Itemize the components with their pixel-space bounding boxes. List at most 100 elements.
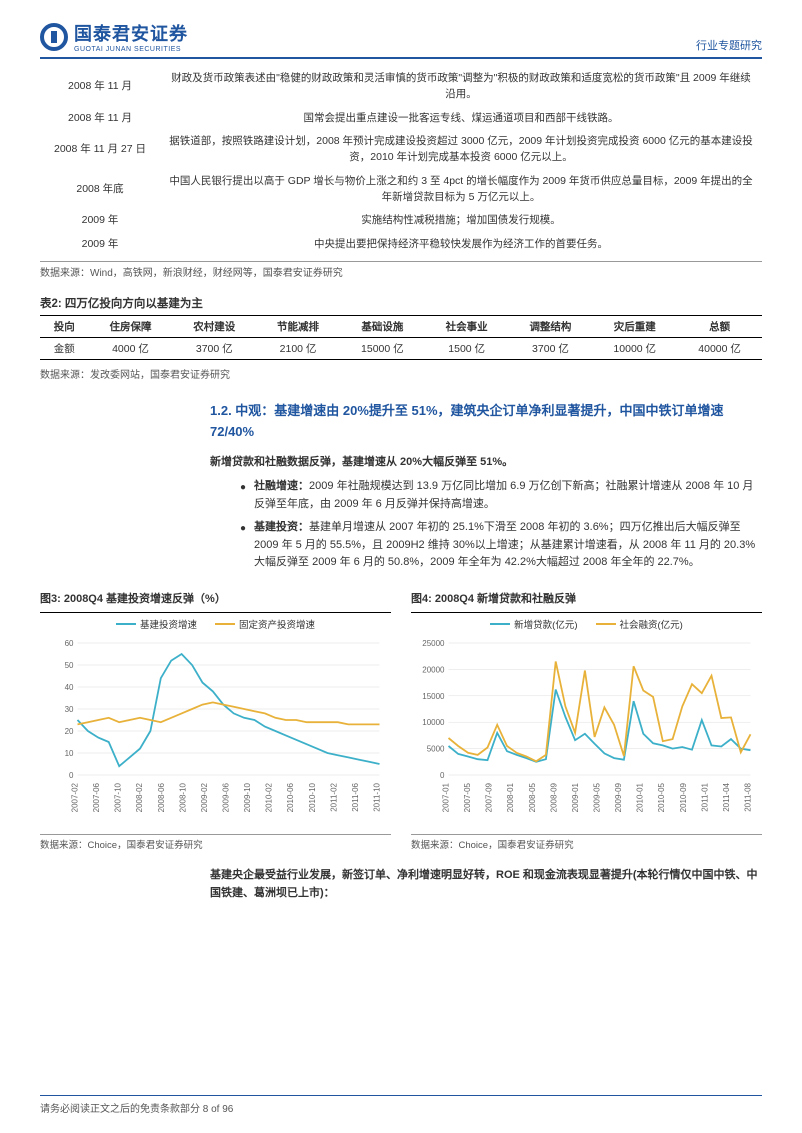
bullet-dot-icon: ● xyxy=(240,480,246,513)
svg-text:2007-05: 2007-05 xyxy=(463,782,472,812)
svg-text:10: 10 xyxy=(65,749,74,758)
table2-source: 数据来源：发改委网站，国泰君安证券研究 xyxy=(40,364,762,381)
svg-text:30: 30 xyxy=(65,705,74,714)
svg-text:2010-05: 2010-05 xyxy=(657,782,666,812)
chart3-legend-1-label: 基建投资增速 xyxy=(140,617,197,631)
svg-text:2007-02: 2007-02 xyxy=(71,782,80,812)
table2-row-label: 金额 xyxy=(40,337,89,359)
svg-text:2009-05: 2009-05 xyxy=(593,782,602,812)
table2-title: 表2: 四万亿投向方向以基建为主 xyxy=(40,295,762,311)
svg-text:2009-06: 2009-06 xyxy=(222,782,231,812)
svg-text:2008-06: 2008-06 xyxy=(157,782,166,812)
table2-value-cell: 3700 亿 xyxy=(509,337,593,359)
svg-text:40: 40 xyxy=(65,683,74,692)
svg-text:50: 50 xyxy=(65,661,74,670)
svg-text:0: 0 xyxy=(440,771,445,780)
svg-text:2007-01: 2007-01 xyxy=(442,782,451,812)
table2-value-cell: 4000 亿 xyxy=(89,337,173,359)
chart3-source: 数据来源：Choice，国泰君安证券研究 xyxy=(40,834,391,851)
svg-text:2007-06: 2007-06 xyxy=(92,782,101,812)
table2-header-cell: 基础设施 xyxy=(340,315,425,337)
lead-sentence: 新增贷款和社融数据反弹，基建增速从 20%大幅反弹至 51%。 xyxy=(210,456,513,468)
header-category: 行业专题研究 xyxy=(696,37,762,53)
event-date: 2009 年 xyxy=(40,209,160,233)
table2-header-cell: 住房保障 xyxy=(89,315,173,337)
bullet-item: ●基建投资：基建单月增速从 2007 年初的 25.1%下滑至 2008 年初的… xyxy=(240,519,762,572)
svg-text:2011-08: 2011-08 xyxy=(744,782,753,811)
bullet-dot-icon: ● xyxy=(240,521,246,572)
table2-allocation: 投向住房保障农村建设节能减排基础设施社会事业调整结构灾后重建总额 金额4000 … xyxy=(40,315,762,360)
lead-paragraph: 新增贷款和社融数据反弹，基建增速从 20%大幅反弹至 51%。 xyxy=(210,454,762,472)
event-date: 2009 年 xyxy=(40,233,160,257)
event-row: 2008 年 11 月 27 日据铁道部，按照铁路建设计划，2008 年预计完成… xyxy=(40,130,762,170)
event-date: 2008 年 11 月 xyxy=(40,107,160,131)
svg-text:25000: 25000 xyxy=(422,639,445,648)
svg-text:2008-10: 2008-10 xyxy=(178,782,187,812)
event-desc: 实施结构性减税措施；增加国债发行规模。 xyxy=(160,209,762,233)
chart3-legend-2: 固定资产投资增速 xyxy=(215,617,315,631)
chart4-svg: 05000100001500020000250002007-012007-052… xyxy=(411,637,762,817)
table2-header-cell: 投向 xyxy=(40,315,89,337)
svg-text:2010-02: 2010-02 xyxy=(265,782,274,812)
event-row: 2009 年中央提出要把保持经济平稳较快发展作为经济工作的首要任务。 xyxy=(40,233,762,257)
svg-text:10000: 10000 xyxy=(422,718,445,727)
table2-value-cell: 1500 亿 xyxy=(425,337,509,359)
svg-text:2010-01: 2010-01 xyxy=(636,782,645,812)
chart4-legend: 新增贷款(亿元) 社会融资(亿元) xyxy=(411,617,762,631)
table2-value-cell: 40000 亿 xyxy=(677,337,762,359)
svg-text:20: 20 xyxy=(65,727,74,736)
table2-value-cell: 2100 亿 xyxy=(256,337,340,359)
svg-text:2009-02: 2009-02 xyxy=(200,782,209,812)
chart4-block: 图4: 2008Q4 新增贷款和社融反弹 新增贷款(亿元) 社会融资(亿元) 0… xyxy=(411,590,762,851)
logo-text-en: GUOTAI JUNAN SECURITIES xyxy=(74,46,188,53)
svg-text:2007-09: 2007-09 xyxy=(485,782,494,812)
chart3-title: 图3: 2008Q4 基建投资增速反弹（%） xyxy=(40,590,391,606)
event-date: 2008 年 11 月 xyxy=(40,67,160,107)
svg-text:2011-06: 2011-06 xyxy=(351,782,360,811)
svg-text:2011-10: 2011-10 xyxy=(373,782,382,811)
table2-header-cell: 节能减排 xyxy=(256,315,340,337)
chart4-legend-2-label: 社会融资(亿元) xyxy=(620,617,683,631)
table2-value-cell: 15000 亿 xyxy=(340,337,425,359)
logo-text-cn: 国泰君安证券 xyxy=(74,20,188,46)
chart3-legend-1: 基建投资增速 xyxy=(116,617,197,631)
bullet-list: ●社融增速：2009 年社融规模达到 13.9 万亿同比增加 6.9 万亿创下新… xyxy=(240,478,762,572)
table2-header-cell: 调整结构 xyxy=(509,315,593,337)
svg-text:2008-05: 2008-05 xyxy=(528,782,537,812)
bullet-text: 社融增速：2009 年社融规模达到 13.9 万亿同比增加 6.9 万亿创下新高… xyxy=(254,478,762,513)
event-desc: 据铁道部，按照铁路建设计划，2008 年预计完成建设投资超过 3000 亿元，2… xyxy=(160,130,762,170)
svg-text:2008-01: 2008-01 xyxy=(506,782,515,812)
page-footer: 请务必阅读正文之后的免责条款部分 8 of 96 xyxy=(40,1095,762,1115)
charts-row: 图3: 2008Q4 基建投资增速反弹（%） 基建投资增速 固定资产投资增速 0… xyxy=(40,590,762,851)
svg-text:2010-06: 2010-06 xyxy=(286,782,295,812)
svg-text:2008-09: 2008-09 xyxy=(549,782,558,812)
events-timeline-table: 2008 年 11 月财政及货币政策表述由"稳健的财政政策和灵活审慎的货币政策"… xyxy=(40,67,762,257)
event-row: 2009 年实施结构性减税措施；增加国债发行规模。 xyxy=(40,209,762,233)
svg-text:15000: 15000 xyxy=(422,692,445,701)
event-desc: 中国人民银行提出以高于 GDP 增长与物价上涨之和约 3 至 4pct 的增长幅… xyxy=(160,170,762,210)
bottom-paragraph: 基建央企最受益行业发展，新签订单、净利增速明显好转，ROE 和现金流表现显著提升… xyxy=(210,867,762,902)
event-row: 2008 年 11 月财政及货币政策表述由"稳健的财政政策和灵活审慎的货币政策"… xyxy=(40,67,762,107)
svg-text:2010-09: 2010-09 xyxy=(679,782,688,812)
event-date: 2008 年 11 月 27 日 xyxy=(40,130,160,170)
chart4-box: 新增贷款(亿元) 社会融资(亿元) 0500010000150002000025… xyxy=(411,612,762,832)
svg-text:60: 60 xyxy=(65,639,74,648)
table2-header-cell: 农村建设 xyxy=(172,315,256,337)
event-date: 2008 年底 xyxy=(40,170,160,210)
bullet-item: ●社融增速：2009 年社融规模达到 13.9 万亿同比增加 6.9 万亿创下新… xyxy=(240,478,762,513)
svg-text:2009-01: 2009-01 xyxy=(571,782,580,812)
bullet-text: 基建投资：基建单月增速从 2007 年初的 25.1%下滑至 2008 年初的 … xyxy=(254,519,762,572)
table2-value-cell: 10000 亿 xyxy=(592,337,677,359)
chart4-legend-2: 社会融资(亿元) xyxy=(596,617,683,631)
event-row: 2008 年 11 月国常会提出重点建设一批客运专线、煤运通道项目和西部干线铁路… xyxy=(40,107,762,131)
table2-header-cell: 总额 xyxy=(677,315,762,337)
svg-text:2009-10: 2009-10 xyxy=(243,782,252,812)
chart3-box: 基建投资增速 固定资产投资增速 01020304050602007-022007… xyxy=(40,612,391,832)
events-source: 数据来源：Wind，高铁网，新浪财经，财经网等，国泰君安证券研究 xyxy=(40,261,762,279)
svg-text:2010-10: 2010-10 xyxy=(308,782,317,812)
event-desc: 中央提出要把保持经济平稳较快发展作为经济工作的首要任务。 xyxy=(160,233,762,257)
svg-text:2011-01: 2011-01 xyxy=(700,782,709,811)
logo-icon xyxy=(40,23,68,51)
section-heading-1-2: 1.2. 中观：基建增速由 20%提升至 51%，建筑央企订单净利显著提升，中国… xyxy=(210,401,762,443)
chart3-svg: 01020304050602007-022007-062007-102008-0… xyxy=(40,637,391,817)
